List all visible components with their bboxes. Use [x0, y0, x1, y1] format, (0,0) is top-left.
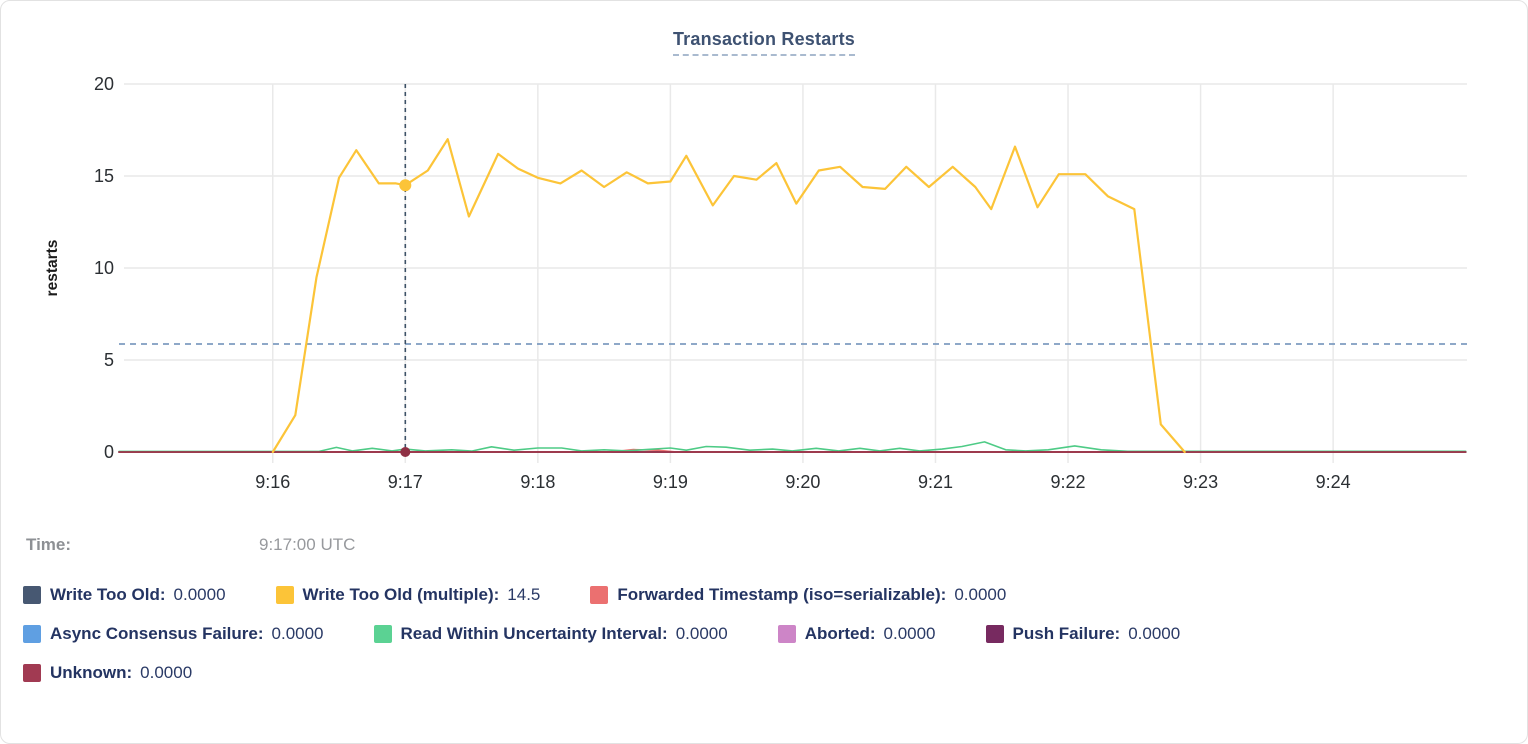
legend-value: 0.0000 — [173, 585, 226, 604]
legend-swatch-forwarded-timestamp — [590, 586, 609, 604]
x-tick-label: 9:24 — [1316, 472, 1351, 492]
x-tick-label: 9:19 — [653, 472, 688, 492]
chart-title[interactable]: Transaction Restarts — [672, 29, 856, 56]
legend-value: 0.0000 — [675, 624, 728, 643]
x-tick-label: 9:21 — [918, 472, 953, 492]
legend-row: Async Consensus Failure: 0.0000 Read Withi… — [23, 624, 1517, 644]
legend-item-unknown: Unknown: 0.0000 — [23, 663, 192, 683]
legend-item-async-consensus-failure: Async Consensus Failure: 0.0000 — [23, 624, 324, 644]
legend-swatch-write-too-old-multiple — [275, 586, 294, 604]
x-tick-label: 9:20 — [785, 472, 820, 492]
legend-label: Forwarded Timestamp (iso=serializable): — [617, 585, 947, 604]
legend-label: Write Too Old: — [50, 585, 166, 604]
legend-item-push-failure: Push Failure: 0.0000 — [985, 624, 1181, 644]
legend-value: 0.0000 — [1128, 624, 1181, 643]
legend-item-write-too-old: Write Too Old: 0.0000 — [23, 585, 226, 605]
legend-swatch-read-within-uncertainty-interval — [373, 625, 392, 643]
y-tick-label: 20 — [94, 74, 114, 94]
time-label: Time: — [26, 535, 72, 554]
legend-row: Write Too Old: 0.0000 Write Too Old (multi… — [23, 585, 1517, 605]
legend-label: Unknown: — [50, 663, 133, 682]
legend-value: 0.0000 — [140, 663, 193, 682]
chart-legend: Write Too Old: 0.0000 Write Too Old (multi… — [23, 585, 1517, 702]
transaction-restarts-chart[interactable]: 0 5 10 15 20 9:16 9:17 9:18 9:19 9:20 9:21 9:22 9:23… — [1, 1, 1528, 513]
legend-swatch-write-too-old — [23, 586, 41, 604]
y-tick-label: 10 — [94, 258, 114, 278]
legend-label: Write Too Old (multiple): — [302, 585, 500, 604]
legend-label: Aborted: — [804, 624, 876, 643]
y-tick-label: 5 — [104, 350, 114, 370]
legend-swatch-push-failure — [985, 625, 1004, 643]
y-tick-label: 0 — [104, 442, 114, 462]
legend-swatch-unknown — [23, 664, 41, 682]
legend-item-forwarded-timestamp: Forwarded Timestamp (iso=serializable): 0… — [590, 585, 1006, 605]
y-axis-label: restarts — [44, 240, 61, 297]
legend-item-read-within-uncertainty-interval: Read Within Uncertainty Interval: 0.0000 — [373, 624, 728, 644]
legend-value: 0.0000 — [271, 624, 324, 643]
read-within-uncertainty-interval-line — [118, 441, 1467, 453]
legend-label: Async Consensus Failure: — [50, 624, 264, 643]
legend-item-write-too-old-multiple: Write Too Old (multiple): 14.5 — [275, 585, 541, 605]
x-tick-label: 9:23 — [1183, 472, 1218, 492]
time-value: 9:17:00 UTC — [259, 535, 356, 554]
y-tick-label: 15 — [94, 166, 114, 186]
x-tick-label: 9:18 — [520, 472, 555, 492]
legend-swatch-aborted — [777, 625, 796, 643]
hover-point-unknown — [400, 447, 411, 457]
legend-swatch-async-consensus-failure — [23, 625, 41, 643]
chart-title-wrap: Transaction Restarts — [1, 29, 1527, 56]
legend-label: Push Failure: — [1012, 624, 1121, 643]
legend-label: Read Within Uncertainty Interval: — [400, 624, 668, 643]
legend-value: 0.0000 — [883, 624, 936, 643]
legend-value: 14.5 — [507, 585, 541, 604]
hover-time-row: Time: 9:17:00 UTC — [26, 535, 355, 555]
x-tick-label: 9:22 — [1051, 472, 1086, 492]
hover-point-write-too-old-multiple — [399, 179, 412, 192]
legend-row: Unknown: 0.0000 — [23, 663, 1517, 683]
x-tick-label: 9:17 — [388, 472, 423, 492]
legend-item-aborted: Aborted: 0.0000 — [777, 624, 936, 644]
x-tick-label: 9:16 — [255, 472, 290, 492]
legend-value: 0.0000 — [954, 585, 1007, 604]
